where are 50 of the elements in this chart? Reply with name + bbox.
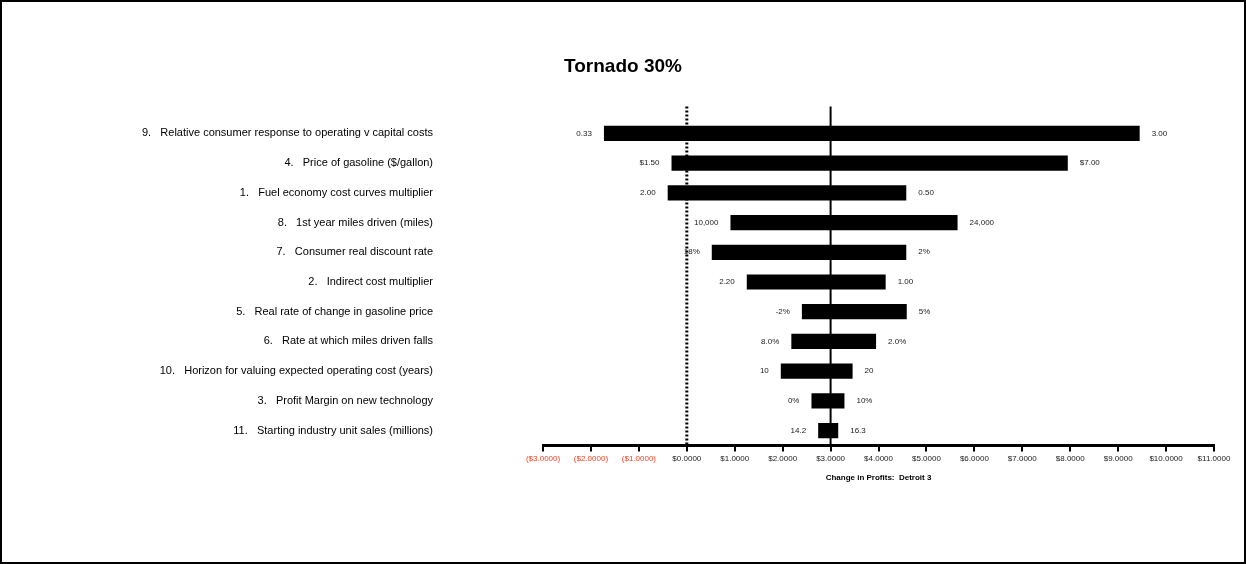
y-tick-label: 5. Real rate of change in gasoline price <box>236 304 434 317</box>
annotation: 16.3 <box>850 425 867 435</box>
x-tick-label: $5.0000 <box>911 454 942 464</box>
x-tick-label: $10.0000 <box>1149 454 1184 464</box>
x-tick-label: $9.0000 <box>1103 454 1134 464</box>
annotation: 18% <box>683 247 700 257</box>
x-tick-label: $0.0000 <box>672 454 702 464</box>
x-tick-label: $11.0000 <box>1197 454 1231 464</box>
annotation: 1.00 <box>897 277 914 287</box>
x-tick-label: ($3.0000) <box>525 454 561 464</box>
y-tick-label: 4. Price of gasoline ($/gallon) <box>284 156 434 169</box>
y-tick-label: 2. Indirect cost multiplier <box>308 275 434 288</box>
x-tick-label: ($2.0000) <box>573 454 609 464</box>
annotation: 2.00 <box>640 188 657 198</box>
annotation: 5% <box>918 306 931 316</box>
annotation: 24,000 <box>969 217 995 227</box>
y-tick-label: 11. Starting industry unit sales (millions) <box>233 423 434 436</box>
y-tick-label: 1. Fuel economy cost curves multiplier <box>239 185 434 198</box>
x-tick-label: $1.0000 <box>720 454 750 464</box>
annotation: -2% <box>775 306 790 316</box>
y-tick-label: 7. Consumer real discount rate <box>276 245 434 258</box>
x-tick-label: $3.0000 <box>816 454 846 464</box>
annotation: 14.2 <box>790 425 807 435</box>
annotation: 10 <box>759 366 770 376</box>
y-tick-label: 10. Horizon for valuing expected operating cost (years) <box>159 364 434 377</box>
x-tick-label: ($1.0000) <box>621 454 657 464</box>
y-tick-label: 9. Relative consumer response to operating v capital costs <box>141 126 434 139</box>
x-tick-label: $2.0000 <box>768 454 798 464</box>
x-tick-label: $6.0000 <box>959 454 990 464</box>
annotation: 10% <box>856 396 873 406</box>
annotation: 0.50 <box>918 188 935 198</box>
x-axis-title: Change in Profits: Detroit 3 <box>825 473 932 482</box>
annotation: $1.50 <box>639 158 661 168</box>
y-tick-label: 3. Profit Margin on new technology <box>257 393 434 406</box>
annotation: 0% <box>787 396 800 406</box>
y-tick-label: 6. Rate at which miles driven falls <box>263 334 434 347</box>
annotation: 2.20 <box>719 277 736 287</box>
chart-title: Tornado 30% <box>564 55 683 77</box>
annotation: 8.0% <box>761 336 780 346</box>
x-tick-label: $4.0000 <box>864 454 894 464</box>
annotation: 2.0% <box>888 336 907 346</box>
annotation: 10,000 <box>694 217 720 227</box>
y-tick-label: 8. 1st year miles driven (miles) <box>277 215 434 228</box>
annotation: $7.00 <box>1079 158 1101 168</box>
annotation: 2% <box>918 247 930 257</box>
x-tick-label: $7.0000 <box>1007 454 1038 464</box>
annotation: 20 <box>864 366 875 376</box>
annotation: 0.33 <box>576 128 593 138</box>
x-tick-label: $8.0000 <box>1055 454 1086 464</box>
annotation: 3.00 <box>1151 128 1168 138</box>
